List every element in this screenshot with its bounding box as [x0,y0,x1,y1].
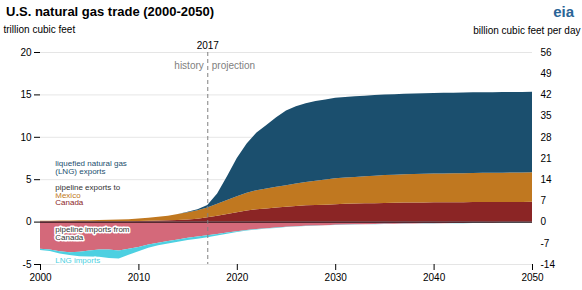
svg-text:2030: 2030 [325,272,348,283]
svg-text:35: 35 [541,110,553,121]
svg-text:21: 21 [541,153,553,164]
svg-text:7: 7 [541,195,547,206]
svg-text:2020: 2020 [226,272,249,283]
svg-text:28: 28 [541,132,553,143]
svg-text:trillion cubic feet: trillion cubic feet [4,24,76,35]
svg-text:pipeline exports to: pipeline exports to [55,183,120,192]
svg-text:billion cubic feet per day: billion cubic feet per day [473,25,580,36]
svg-text:2000: 2000 [29,272,52,283]
svg-text:0: 0 [26,216,32,227]
svg-text:liquefied natural gas(LNG) exp: liquefied natural gas(LNG) exports [55,159,127,176]
svg-text:2010: 2010 [128,272,151,283]
svg-text:14: 14 [541,174,553,185]
svg-text:projection: projection [212,60,255,71]
svg-text:56: 56 [541,47,553,58]
svg-text:history: history [174,60,203,71]
svg-text:2050: 2050 [521,272,544,283]
html-text:eia: eia [553,2,574,20]
svg-text:20: 20 [20,47,32,58]
svg-text:5: 5 [26,174,32,185]
svg-text:2017: 2017 [197,40,220,51]
svg-text:-14: -14 [541,259,556,270]
svg-text:42: 42 [541,89,553,100]
html-text:U.S. natural gas trade (2000-2: U.S. natural gas trade (2000-2050) [6,3,215,19]
svg-text:Canada: Canada [55,198,84,207]
svg-text:10: 10 [20,132,32,143]
svg-text:15: 15 [20,89,32,100]
svg-text:-5: -5 [23,259,32,270]
svg-text:LNG imports: LNG imports [55,256,100,265]
svg-text:pipeline imports fromCanada: pipeline imports fromCanada [55,225,130,242]
svg-text:2040: 2040 [423,272,446,283]
svg-text:0: 0 [541,216,547,227]
svg-text:49: 49 [541,68,553,79]
svg-text:-7: -7 [541,238,550,249]
